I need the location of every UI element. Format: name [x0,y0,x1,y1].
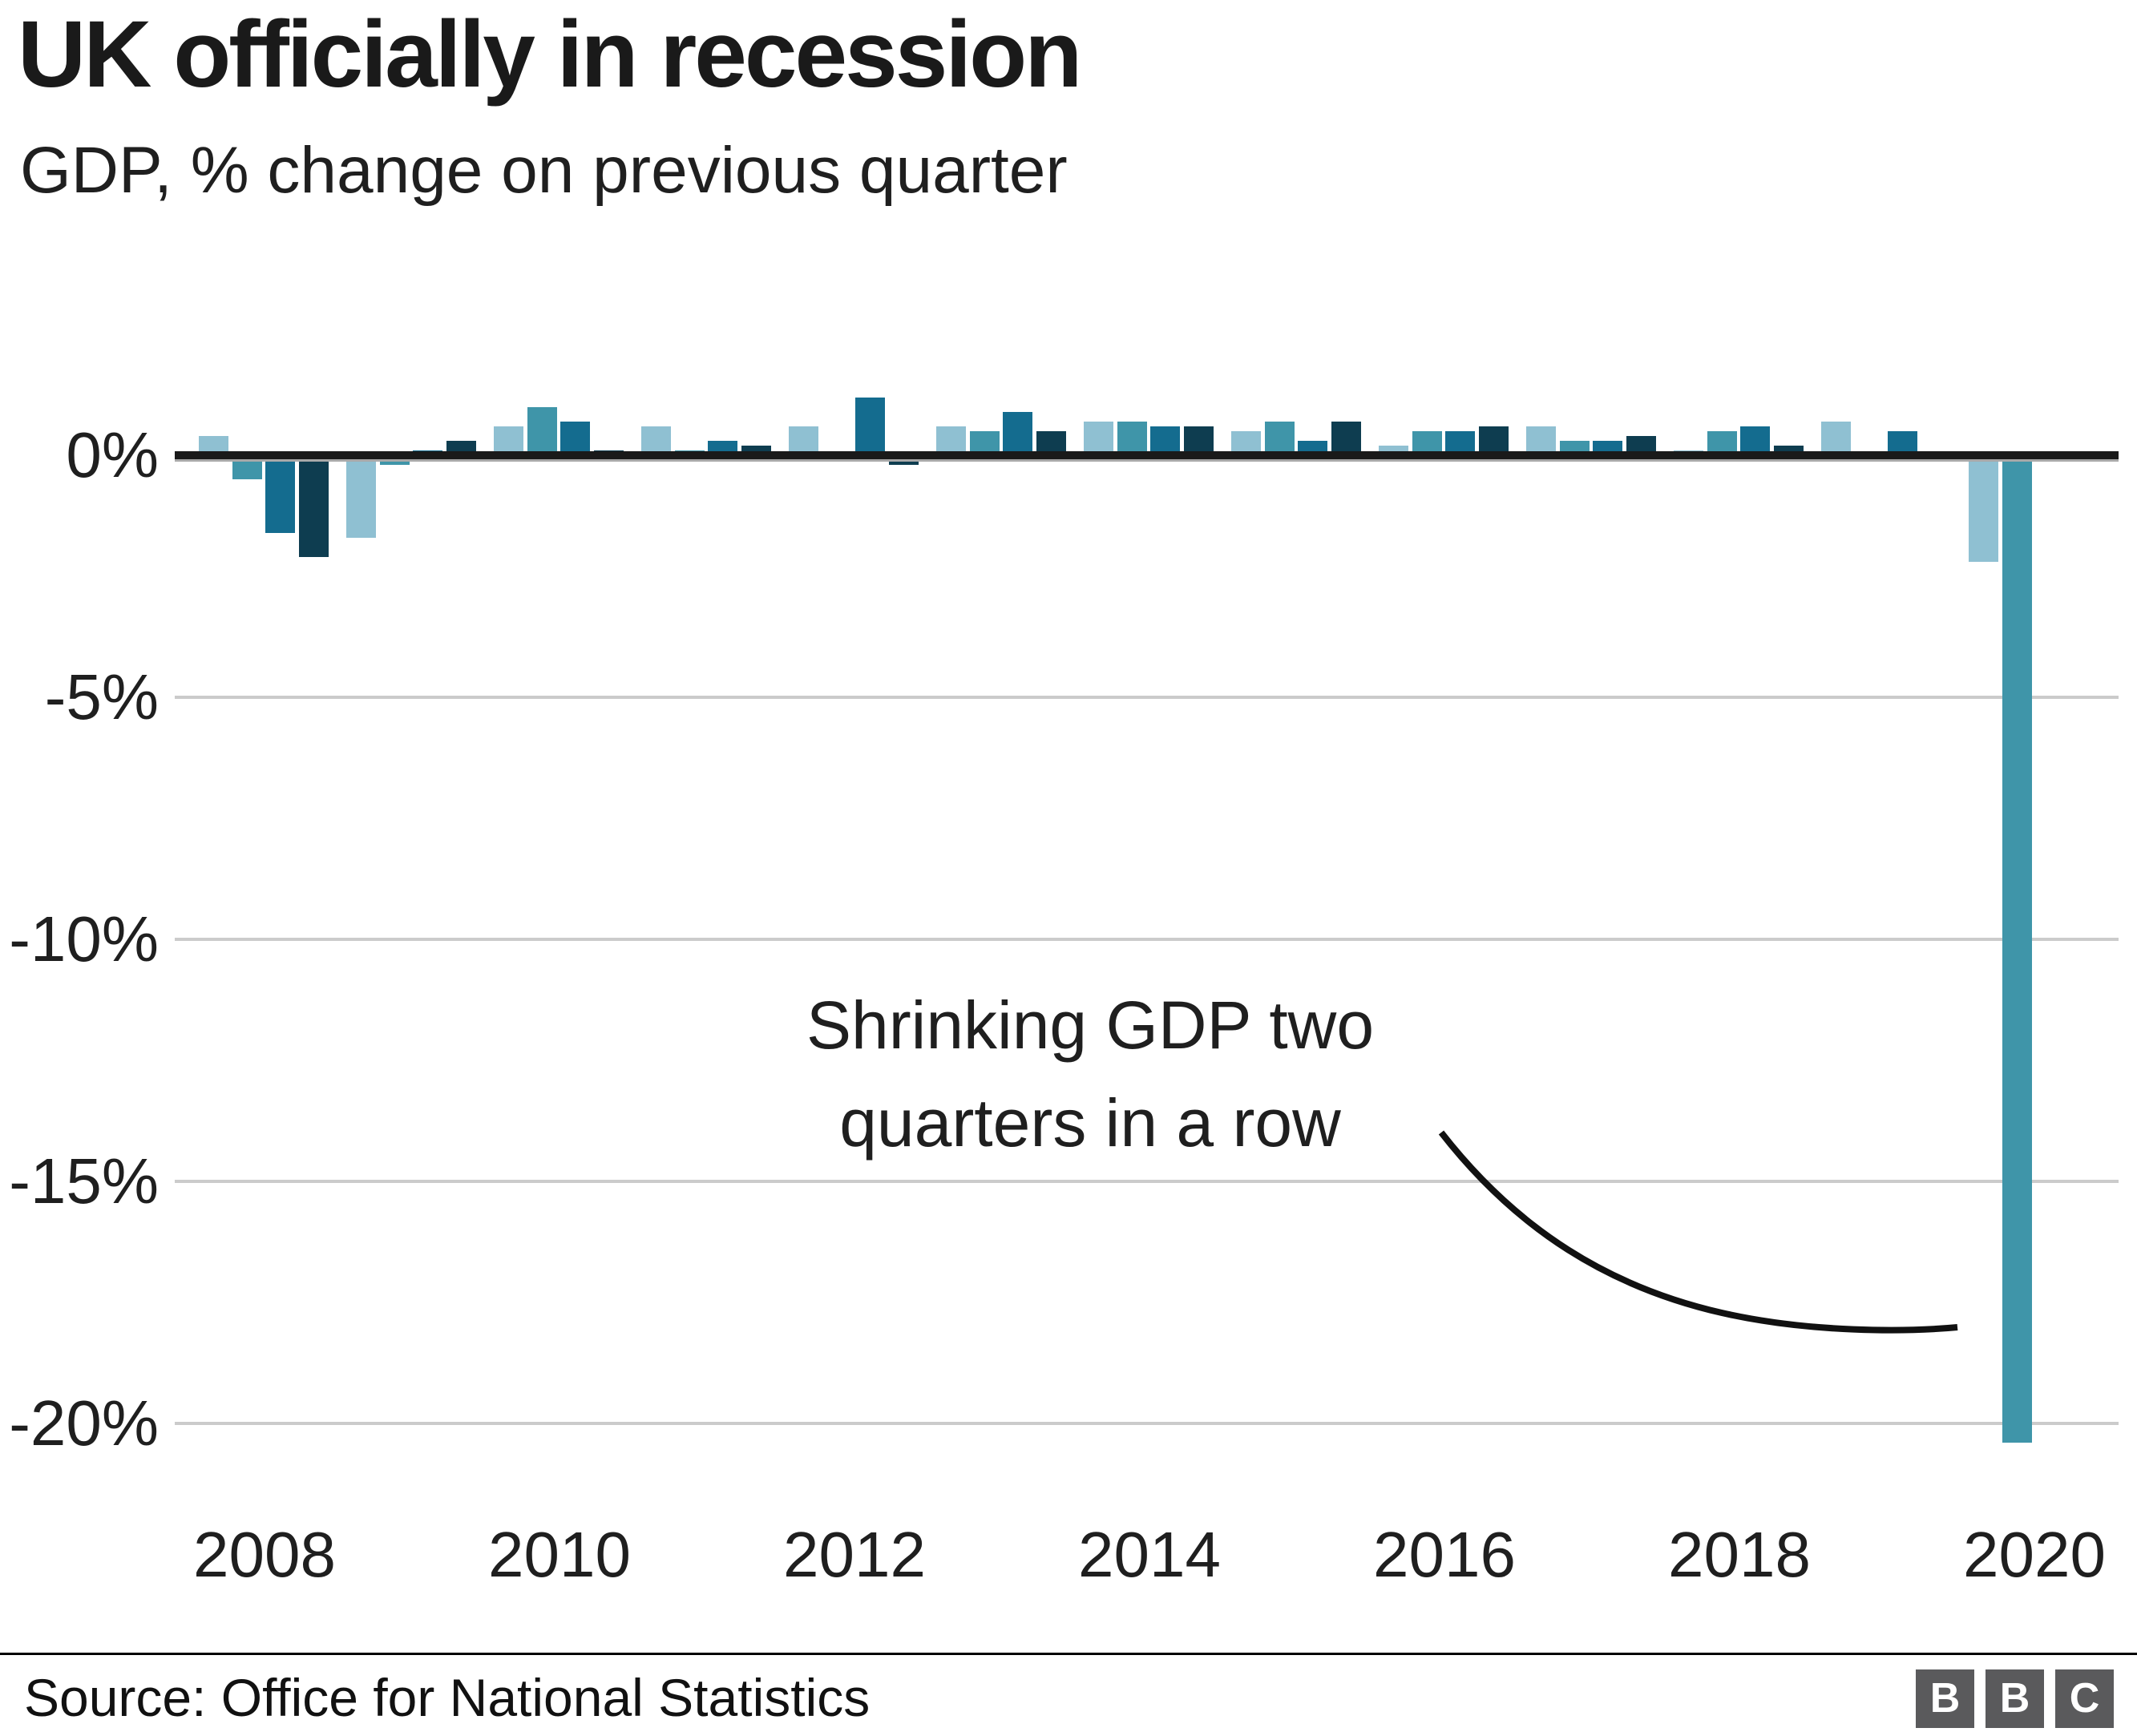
bar-2009-Q1 [346,455,376,538]
gridline--5 [175,696,2119,699]
y-axis-tick-label: 0% [66,419,159,491]
chart-subtitle: GDP, % change on previous quarter [20,134,1068,207]
bar-2011-Q1 [641,426,671,455]
source-credit: Source: Office for National Statistics [24,1668,871,1727]
bar-2015-Q4 [1331,422,1361,455]
bar-2013-Q1 [936,426,966,455]
gridline--15 [175,1180,2119,1183]
bar-2014-Q4 [1184,426,1214,455]
x-axis-zero-line [175,451,2119,462]
bar-2010-Q2 [527,407,557,455]
x-axis-tick-label: 2014 [1078,1519,1221,1590]
bar-2017-Q1 [1526,426,1556,455]
bar-2014-Q1 [1084,422,1113,455]
bbc-logo-letter-icon: C [2055,1669,2114,1728]
bar-2013-Q3 [1003,412,1032,455]
bar-2016-Q4 [1479,426,1509,455]
y-axis-tick-label: -20% [9,1387,159,1459]
gridline--20 [175,1422,2119,1425]
annotation-line-2: quarters in a row [839,1085,1341,1161]
bar-2010-Q1 [494,426,523,455]
bbc-logo-letter-icon: B [1986,1669,2044,1728]
bbc-logo-letter-icon: B [1916,1669,1974,1728]
x-axis-tick-label: 2020 [1963,1519,2106,1590]
y-axis-tick-label: -15% [9,1145,159,1217]
bar-2012-Q3 [855,398,885,455]
bar-2008-Q4 [299,455,329,557]
bar-2020-Q1 [1969,455,1998,562]
bar-2020-Q2 [2002,455,2032,1443]
bar-2015-Q2 [1265,422,1295,455]
x-axis-tick-label: 2018 [1668,1519,1811,1590]
bar-2019-Q1 [1821,422,1851,455]
bar-2014-Q2 [1117,422,1147,455]
gridline--10 [175,938,2119,941]
x-axis-tick-label: 2008 [193,1519,336,1590]
footer-divider [0,1653,2137,1655]
bar-2008-Q3 [265,455,295,533]
y-axis-tick-label: -5% [44,661,159,733]
x-axis-tick-label: 2016 [1373,1519,1516,1590]
bar-2014-Q3 [1150,426,1180,455]
bar-2012-Q1 [789,426,818,455]
x-axis-tick-label: 2010 [488,1519,631,1590]
y-axis-tick-label: -10% [9,903,159,975]
bar-2010-Q3 [560,422,590,455]
bbc-logo: B B C [1916,1669,2114,1728]
bar-2018-Q3 [1740,426,1770,455]
x-axis-tick-label: 2012 [783,1519,926,1590]
chart-title: UK officially in recession [18,2,1082,107]
annotation-label: Shrinking GDP two quarters in a row [794,976,1387,1172]
annotation-line-1: Shrinking GDP two [806,987,1375,1063]
